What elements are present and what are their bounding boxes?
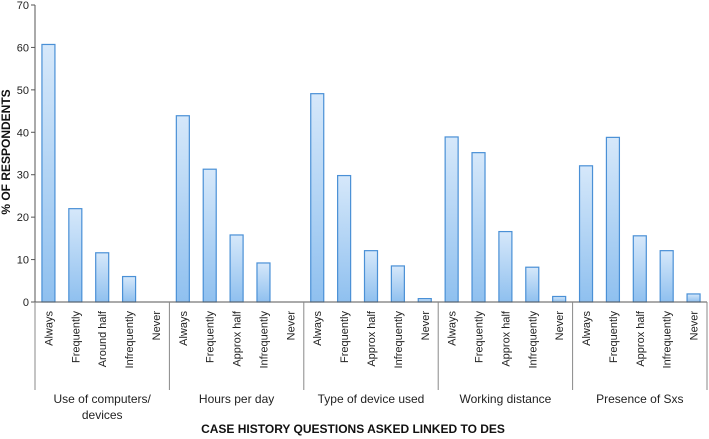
y-tick-label: 40 bbox=[17, 127, 29, 139]
x-tick-label: Infrequently bbox=[662, 311, 674, 369]
y-axis: 0 10 20 30 40 50 60 70 bbox=[17, 0, 36, 309]
x-tick-label: Frequently bbox=[608, 311, 620, 363]
bar bbox=[310, 93, 325, 303]
bar bbox=[95, 252, 110, 303]
bar bbox=[552, 295, 567, 303]
y-tick-label: 0 bbox=[23, 297, 29, 309]
y-tick-label: 70 bbox=[17, 0, 29, 12]
bar bbox=[68, 208, 83, 303]
group-label: Presence of Sxs bbox=[596, 392, 683, 406]
bar bbox=[390, 265, 405, 303]
y-tick-label: 50 bbox=[17, 85, 29, 97]
group-label: Use of computers/devices bbox=[54, 392, 152, 422]
y-tick-label: 60 bbox=[17, 42, 29, 54]
x-tick-label: Approx half bbox=[635, 310, 647, 367]
group-label: Hours per day bbox=[199, 392, 274, 406]
bar bbox=[525, 266, 540, 303]
bar bbox=[444, 136, 459, 303]
bar bbox=[41, 43, 56, 303]
group-label: Type of device used bbox=[318, 392, 425, 406]
group-label: Working distance bbox=[459, 392, 551, 406]
bar bbox=[659, 250, 674, 303]
bar bbox=[471, 152, 486, 303]
x-tick-label: Always bbox=[312, 311, 324, 346]
x-tick-label: Infrequently bbox=[527, 311, 539, 369]
x-tick-label: Never bbox=[285, 311, 297, 341]
bar bbox=[256, 262, 271, 303]
bars bbox=[41, 43, 701, 303]
y-axis-title: % OF RESPONDENTS bbox=[0, 89, 13, 214]
bar bbox=[686, 293, 701, 303]
bar bbox=[605, 136, 621, 303]
x-tick-label: Infrequently bbox=[124, 311, 136, 369]
bar bbox=[632, 235, 647, 303]
x-tick-label: Around half bbox=[97, 310, 109, 367]
bar bbox=[578, 165, 594, 303]
bar bbox=[121, 275, 137, 303]
bar bbox=[229, 234, 244, 303]
x-tick-label: Always bbox=[43, 311, 55, 346]
x-tick-label: Infrequently bbox=[393, 311, 405, 369]
bar bbox=[337, 174, 352, 303]
x-axis-title: CASE HISTORY QUESTIONS ASKED LINKED TO D… bbox=[201, 422, 505, 436]
x-axis: Always Frequently Around half Infrequently N… bbox=[34, 301, 708, 422]
x-tick-label: Approx half bbox=[500, 310, 512, 367]
x-tick-label: Frequently bbox=[205, 311, 217, 363]
bar bbox=[363, 250, 379, 303]
bar bbox=[417, 298, 432, 303]
x-tick-label: Frequently bbox=[339, 311, 351, 363]
y-tick-label: 20 bbox=[17, 212, 29, 224]
x-tick-label: Always bbox=[447, 311, 459, 346]
x-tick-label: Frequently bbox=[70, 311, 82, 363]
bar bbox=[175, 115, 190, 303]
x-tick-label: Infrequently bbox=[258, 311, 270, 369]
x-tick-label: Always bbox=[581, 311, 593, 346]
x-tick-label: Never bbox=[151, 311, 163, 341]
bar bbox=[202, 168, 217, 303]
y-tick-label: 10 bbox=[17, 255, 29, 267]
x-tick-label: Frequently bbox=[474, 311, 486, 363]
bar bbox=[498, 230, 513, 303]
x-tick-label: Never bbox=[554, 311, 566, 341]
x-tick-label: Always bbox=[178, 311, 190, 346]
x-tick-label: Never bbox=[420, 311, 432, 341]
x-tick-label: Approx half bbox=[366, 310, 378, 367]
x-tick-label: Approx half bbox=[232, 310, 244, 367]
y-tick-label: 30 bbox=[17, 170, 29, 182]
x-tick-label: Never bbox=[689, 311, 701, 341]
